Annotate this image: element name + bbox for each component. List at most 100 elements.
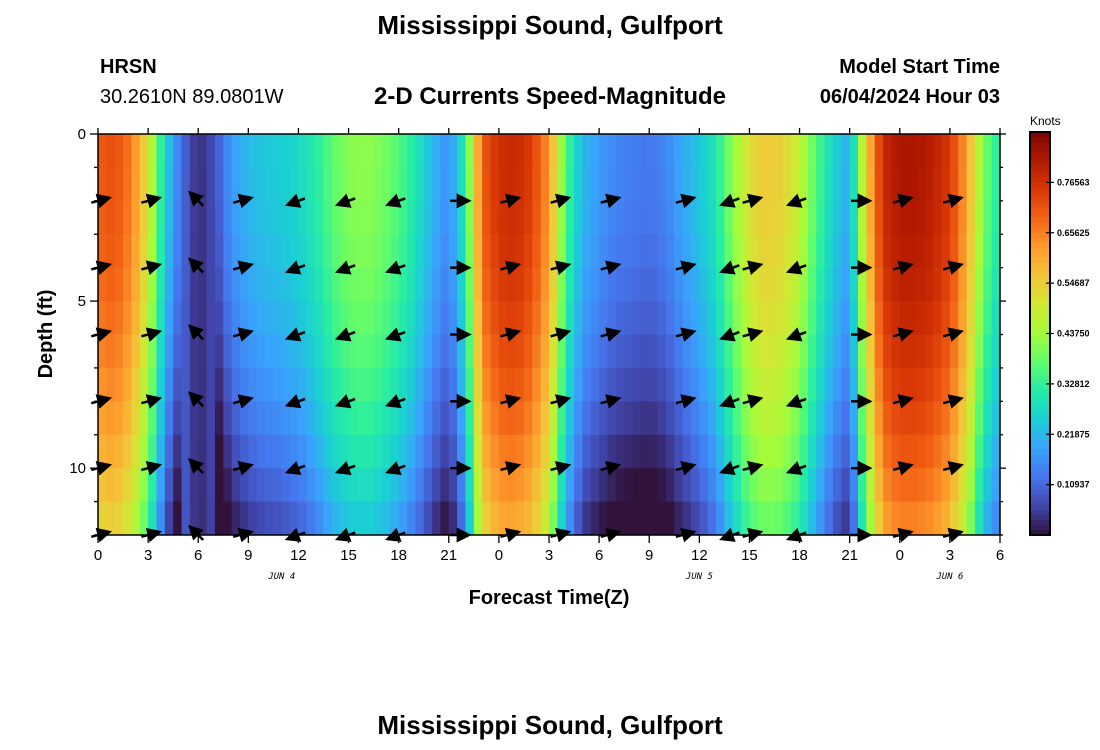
heatmap-cell xyxy=(523,134,533,168)
heatmap-cell xyxy=(657,367,667,402)
heatmap-cell xyxy=(148,468,157,502)
colorbar-segment xyxy=(1030,368,1050,375)
heatmap-cell xyxy=(290,334,299,369)
heatmap-cell xyxy=(849,301,859,335)
heatmap-cell xyxy=(373,134,383,168)
heatmap-cell xyxy=(774,234,784,269)
heatmap-cell xyxy=(523,301,533,335)
heatmap-cell xyxy=(306,367,316,402)
x-tick-label: 15 xyxy=(340,547,357,564)
heatmap-cell xyxy=(98,468,107,502)
heatmap-cell xyxy=(265,401,274,436)
heatmap-cell xyxy=(173,401,182,436)
heatmap-cell xyxy=(832,234,842,269)
heatmap-cell xyxy=(883,267,892,302)
heatmap-cell xyxy=(156,501,166,536)
heatmap-cell xyxy=(139,468,149,502)
heatmap-cell xyxy=(281,167,291,202)
heatmap-cell xyxy=(858,501,867,536)
heatmap-cell xyxy=(106,468,116,502)
heatmap-cell xyxy=(766,267,775,302)
heatmap-cell xyxy=(690,267,700,302)
heatmap-cell xyxy=(649,301,658,335)
heatmap-cell xyxy=(716,501,725,536)
heatmap-cell xyxy=(465,401,475,436)
heatmap-cell xyxy=(482,434,491,469)
heatmap-cell xyxy=(707,134,717,168)
heatmap-cell xyxy=(924,434,934,469)
heatmap-cell xyxy=(331,334,341,369)
colorbar-segment xyxy=(1030,257,1050,264)
heatmap-cell xyxy=(849,134,859,168)
heatmap-cell xyxy=(766,234,775,269)
heatmap-cell xyxy=(356,234,366,269)
current-arrow xyxy=(675,394,697,409)
heatmap-cell xyxy=(273,301,283,335)
heatmap-cell xyxy=(807,501,817,536)
heatmap-cell xyxy=(181,267,191,302)
colorbar-segment xyxy=(1030,393,1050,400)
heatmap-cell xyxy=(457,234,466,269)
heatmap-cell xyxy=(816,301,826,335)
x-axis-title: Forecast Time(Z) xyxy=(469,587,630,609)
heatmap-cell xyxy=(265,234,274,269)
current-arrow xyxy=(785,327,807,342)
colorbar-segment xyxy=(1030,449,1050,455)
heatmap-cell xyxy=(365,434,375,469)
heatmap-cell xyxy=(256,301,266,335)
heatmap-cell xyxy=(782,501,792,536)
heatmap-cell xyxy=(649,401,658,436)
heatmap-cell xyxy=(599,468,608,502)
heatmap-cell xyxy=(983,301,993,335)
heatmap-cell xyxy=(98,234,107,269)
heatmap-cell xyxy=(966,434,976,469)
heatmap-cell xyxy=(164,200,174,235)
heatmap-cell xyxy=(690,468,700,502)
heatmap-cell xyxy=(223,367,233,402)
x-tick-label: 3 xyxy=(144,547,152,564)
heatmap-cell xyxy=(482,468,491,502)
heatmap-cell xyxy=(482,234,491,269)
heatmap-cell xyxy=(415,401,425,436)
heatmap-cell xyxy=(824,301,834,335)
current-arrow xyxy=(141,260,163,276)
heatmap-cell xyxy=(482,334,491,369)
heatmap-cell xyxy=(841,301,851,335)
heatmap-cell xyxy=(782,367,792,402)
heatmap-cell xyxy=(682,501,692,536)
heatmap-cell xyxy=(732,501,742,536)
heatmap-cell xyxy=(983,468,993,502)
heatmap-cell xyxy=(490,468,500,502)
chart-subtitle: 2-D Currents Speed-Magnitude xyxy=(373,83,727,110)
colorbar-segment xyxy=(1030,142,1050,148)
heatmap-cell xyxy=(908,200,917,235)
heatmap-cell xyxy=(874,134,884,168)
heatmap-cell xyxy=(816,501,826,536)
heatmap-cell xyxy=(223,301,233,335)
heatmap-cell xyxy=(239,468,249,502)
heatmap-cell xyxy=(523,234,533,269)
heatmap-cell xyxy=(908,367,917,402)
heatmap-cell xyxy=(473,200,483,235)
heatmap-cell xyxy=(298,301,308,335)
heatmap-cell xyxy=(590,267,600,302)
heatmap-cell xyxy=(231,267,241,302)
heatmap-cell xyxy=(841,267,851,302)
heatmap-cell xyxy=(164,167,174,202)
heatmap-cell xyxy=(515,267,525,302)
heatmap-cell xyxy=(649,200,658,235)
heatmap-cell xyxy=(933,434,942,469)
heatmap-cell xyxy=(98,134,107,168)
current-arrow xyxy=(600,327,622,342)
heatmap-cell xyxy=(640,167,650,202)
heatmap-cell xyxy=(774,267,784,302)
heatmap-cell xyxy=(841,134,851,168)
heatmap-cell xyxy=(507,234,516,269)
heatmap-cell xyxy=(323,167,333,202)
heatmap-cell xyxy=(757,334,767,369)
heatmap-cell xyxy=(231,234,241,269)
heatmap-cell xyxy=(448,167,458,202)
heatmap-cell xyxy=(849,267,859,302)
heatmap-cell xyxy=(682,167,692,202)
